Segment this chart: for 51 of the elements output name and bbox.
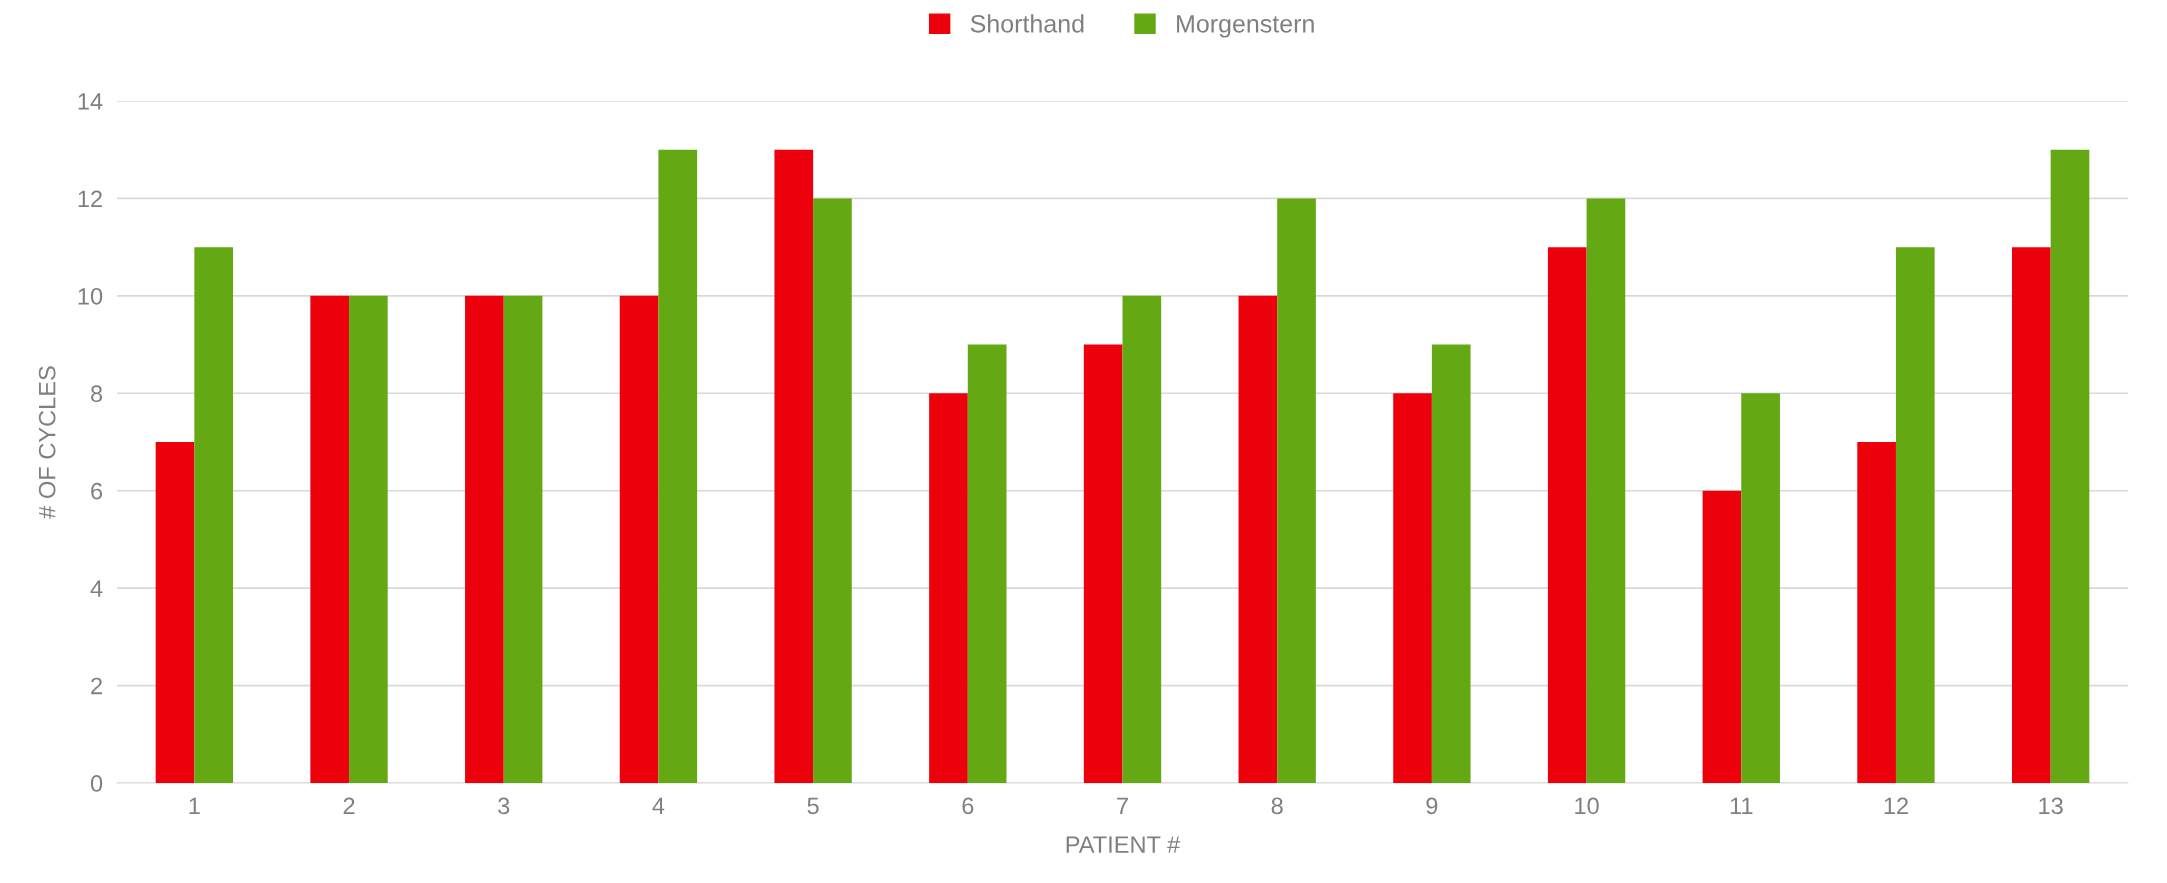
bar	[1741, 393, 1780, 783]
x-tick-label: 7	[1117, 797, 1128, 814]
bar	[310, 295, 350, 783]
bar	[1083, 344, 1123, 783]
legend-label: Morgenstern	[1177, 15, 1314, 38]
bar	[1122, 295, 1162, 783]
bar	[1277, 198, 1316, 783]
y-tick-label: 0	[90, 775, 103, 792]
x-tick-label: 5	[807, 797, 819, 815]
bar	[349, 295, 388, 783]
x-tick-label: 10	[1575, 797, 1599, 815]
bar	[929, 393, 968, 783]
y-tick-label: 4	[90, 580, 103, 597]
y-tick-label: 8	[91, 385, 103, 403]
x-tick-label: 2	[343, 797, 355, 814]
bar	[465, 295, 504, 783]
x-tick-label: 11	[1730, 797, 1753, 814]
bar	[1547, 247, 1587, 783]
x-tick-label: 1	[189, 797, 200, 814]
bar	[1586, 198, 1626, 783]
bar	[967, 344, 1007, 783]
bar	[1857, 442, 1896, 783]
x-tick-label: 13	[2039, 797, 2063, 815]
x-tick-label: 6	[962, 797, 974, 815]
y-tick-label: 6	[91, 482, 103, 500]
bar	[2050, 149, 2090, 783]
y-axis-title: # OF CYCLES	[38, 366, 56, 519]
y-tick-label: 14	[78, 93, 103, 110]
x-tick-label: 12	[1884, 797, 1908, 814]
bar	[503, 295, 543, 783]
legend-label: Shorthand	[970, 14, 1084, 33]
x-tick-label: 8	[1271, 797, 1283, 815]
bar	[155, 442, 195, 783]
y-tick-label: 10	[78, 287, 103, 305]
y-tick-label: 12	[78, 190, 102, 207]
x-tick-label: 3	[498, 797, 510, 815]
bar	[774, 149, 814, 783]
x-tick-label: 4	[652, 797, 665, 814]
bar	[1431, 344, 1471, 783]
bar	[1702, 490, 1742, 783]
y-tick-label: 2	[91, 677, 102, 695]
bar	[1393, 393, 1432, 783]
bar	[1238, 295, 1278, 783]
bar	[658, 149, 698, 783]
x-axis-title: PATIENT #	[1066, 836, 1181, 853]
bar	[194, 247, 234, 783]
bar	[1895, 247, 1935, 783]
bar	[619, 295, 659, 783]
bar	[2011, 247, 2051, 783]
x-tick-label: 9	[1426, 797, 1438, 815]
bar	[813, 198, 852, 783]
